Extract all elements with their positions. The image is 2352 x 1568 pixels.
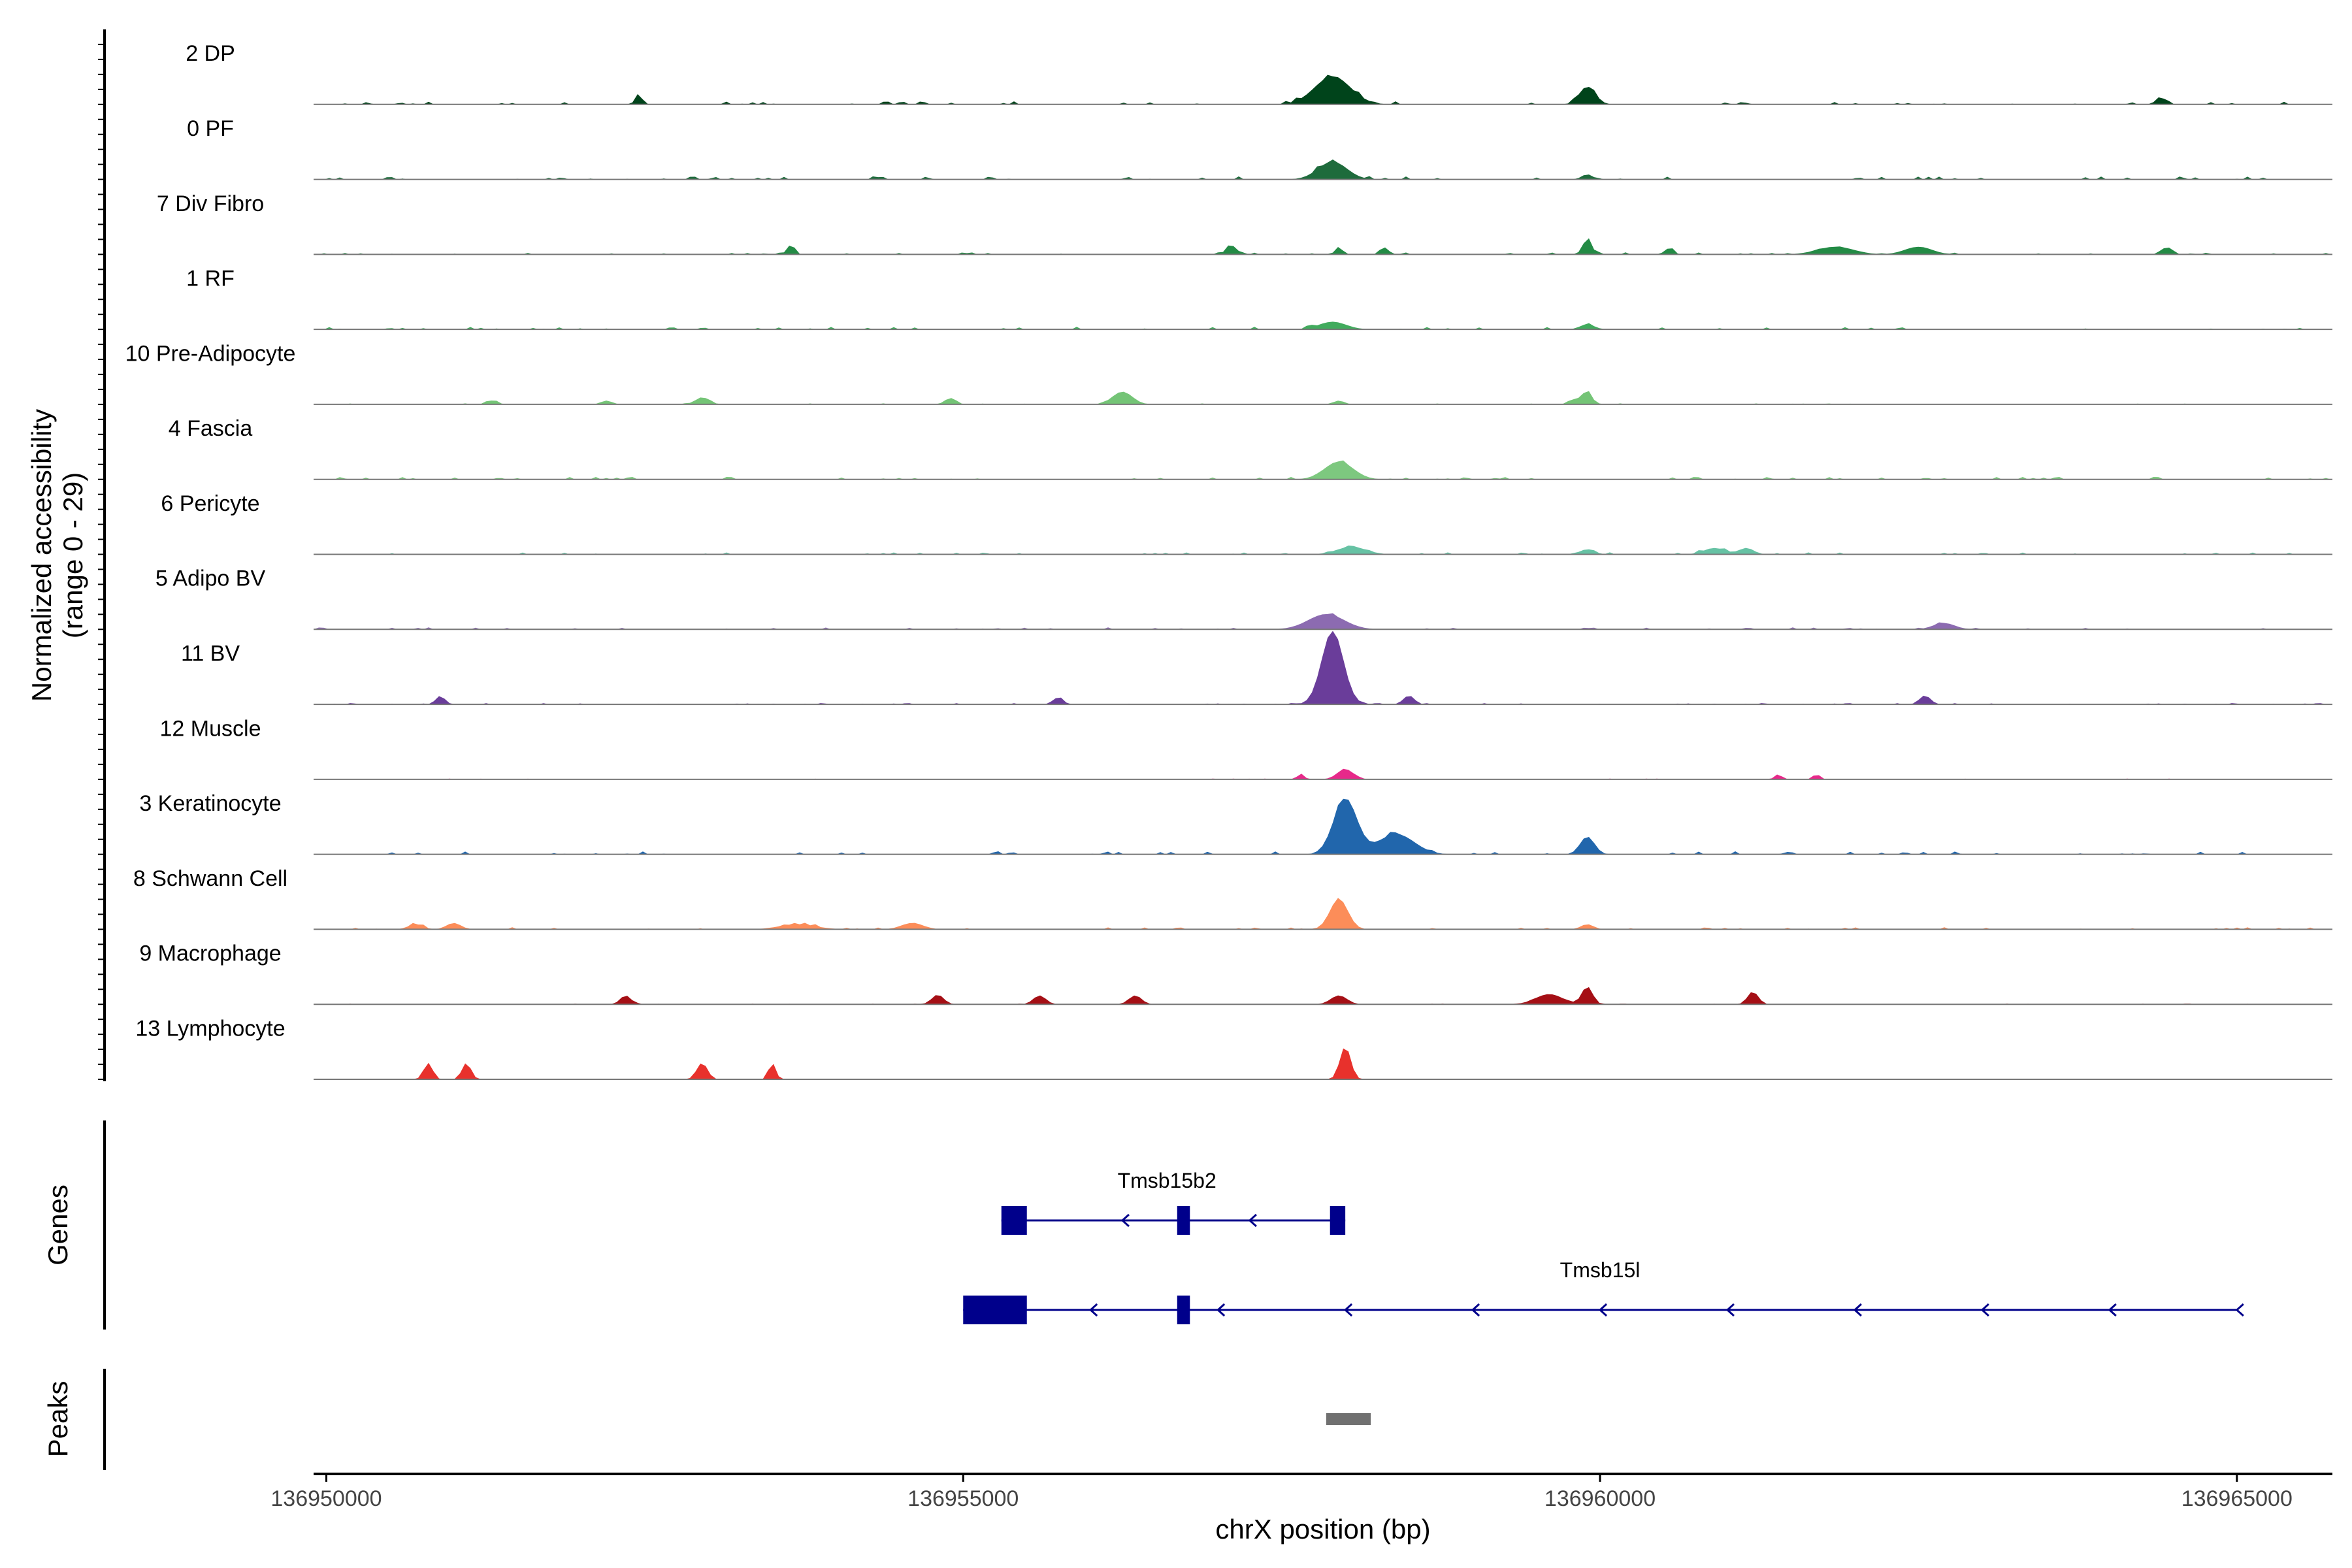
track-label-11-bv: 11 BV (181, 641, 240, 666)
strand-arrow (1088, 1303, 1098, 1317)
coverage-area-11-bv (314, 630, 2332, 705)
track-label-5-adipo-bv: 5 Adipo BV (155, 566, 266, 591)
strand-arrow (2235, 1303, 2244, 1317)
track-label-12-muscle: 12 Muscle (160, 716, 261, 741)
track-label-9-macrophage: 9 Macrophage (139, 941, 281, 966)
coverage-area-9-macrophage (314, 987, 2332, 1005)
exon-tmsb15b2 (1330, 1206, 1346, 1235)
coverage-area-6-pericyte (314, 546, 2332, 555)
exon-tmsb15b2 (1177, 1206, 1190, 1235)
coverage-y-ticks (98, 43, 105, 1080)
track-label-7-div-fibro: 7 Div Fibro (157, 191, 264, 216)
y-axis-title-line1: Normalized accessibility (26, 409, 57, 702)
strand-arrow (1120, 1213, 1130, 1228)
strand-arrow (2108, 1303, 2117, 1317)
strand-arrow (1216, 1303, 1226, 1317)
track-labels: 2 DP 0 PF 7 Div Fibro 1 RF 10 Pre-Adipocyte 4… (125, 41, 296, 1041)
strand-arrow (1598, 1303, 1608, 1317)
track-label-2-dp: 2 DP (186, 41, 235, 66)
track-label-8-schwann-cell: 8 Schwann Cell (133, 866, 287, 891)
coverage-area-8-schwann-cell (314, 898, 2332, 930)
peak-region (1326, 1413, 1371, 1425)
gene-label-tmsb15b2: Tmsb15b2 (1118, 1169, 1217, 1192)
strand-arrow (1853, 1303, 1862, 1317)
coverage-area-7-div-fibro (314, 238, 2332, 255)
track-label-4-fascia: 4 Fascia (169, 416, 253, 441)
exon-tmsb15b2 (1001, 1206, 1027, 1235)
genes-axis-title: Genes (42, 1184, 73, 1266)
track-label-13-lymphocyte: 13 Lymphocyte (135, 1016, 285, 1041)
coverage-area-12-muscle (314, 768, 2332, 779)
strand-arrow (1471, 1303, 1480, 1317)
x-tick-label: 136965000 (2181, 1486, 2293, 1511)
gene-annotation-track: Tmsb15b2 Tmsb15l (963, 1169, 2244, 1324)
exon-tmsb15l (1177, 1296, 1190, 1324)
coverage-area-10-pre-adipocyte (314, 391, 2332, 404)
strand-arrow (1980, 1303, 1989, 1317)
coverage-area-0-pf (314, 159, 2332, 180)
track-label-0-pf: 0 PF (187, 116, 234, 141)
x-axis-title: chrX position (bp) (1215, 1514, 1430, 1544)
track-label-3-keratinocyte: 3 Keratinocyte (139, 791, 281, 816)
strand-arrow (1248, 1213, 1257, 1228)
x-tick-label: 136960000 (1544, 1486, 1656, 1511)
coverage-tracks (314, 74, 2332, 1080)
peak-track (1326, 1413, 1371, 1425)
coverage-area-4-fascia (314, 460, 2332, 480)
strand-arrow (1725, 1303, 1735, 1317)
exon-tmsb15l (963, 1296, 1027, 1324)
gene-label-tmsb15l: Tmsb15l (1560, 1258, 1641, 1282)
y-axis-title-line2: (range 0 - 29) (57, 472, 88, 638)
peaks-axis-title: Peaks (42, 1381, 73, 1458)
x-tick-label: 136955000 (907, 1486, 1019, 1511)
x-tick-label: 136950000 (270, 1486, 382, 1511)
track-label-6-pericyte: 6 Pericyte (161, 491, 259, 516)
coverage-area-3-keratinocyte (314, 798, 2332, 855)
strand-arrow (1343, 1303, 1353, 1317)
track-label-1-rf: 1 RF (186, 267, 235, 291)
track-label-10-pre-adipocyte: 10 Pre-Adipocyte (125, 341, 296, 366)
coverage-area-13-lymphocyte (314, 1048, 2332, 1079)
coverage-area-1-rf (314, 321, 2332, 330)
x-axis-ticks: 136950000 136955000 136960000 136965000 (270, 1474, 2293, 1511)
coverage-area-2-dp (314, 74, 2332, 105)
coverage-area-5-adipo-bv (314, 613, 2332, 630)
